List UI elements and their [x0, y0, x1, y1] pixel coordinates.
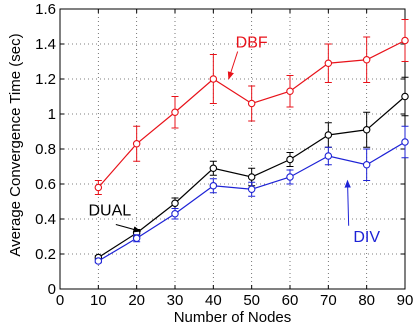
- y-tick-label: 0: [48, 281, 56, 298]
- data-point: [362, 126, 371, 134]
- data-point: [132, 234, 141, 243]
- annotation-dual: DUAL: [88, 203, 131, 220]
- data-point: [171, 210, 179, 218]
- annotations: DBF DUAL DIV: [88, 35, 380, 246]
- y-axis-label: Average Convergence Time (sec): [7, 33, 24, 256]
- annotation-arrow: [115, 224, 142, 233]
- x-tick-label: 90: [397, 292, 414, 309]
- data-point: [209, 75, 218, 83]
- data-point: [362, 55, 371, 64]
- y-tick-label: 1.2: [35, 71, 56, 88]
- x-tick-label: 50: [243, 292, 260, 309]
- data-point: [209, 182, 218, 190]
- x-tick-label: 30: [167, 292, 184, 309]
- series-div: [94, 125, 409, 265]
- data-point: [171, 199, 179, 208]
- x-tick-label: 60: [282, 292, 299, 309]
- data-point: [286, 173, 294, 181]
- y-tick-label: 1.6: [35, 1, 56, 18]
- data-point: [247, 173, 256, 181]
- data-point: [132, 140, 141, 148]
- data-point: [286, 87, 294, 96]
- x-tick-label: 10: [90, 292, 107, 309]
- annotation-dbf: DBF: [236, 35, 268, 52]
- x-tick-label: 0: [56, 292, 64, 309]
- data-point: [362, 161, 371, 169]
- grid-lines: [60, 9, 405, 289]
- data-point: [401, 138, 409, 146]
- data-point: [247, 185, 256, 194]
- data-point: [247, 99, 256, 108]
- data-point: [324, 59, 333, 67]
- x-tick-label: 80: [358, 292, 375, 309]
- data-point: [401, 36, 409, 45]
- data-point: [324, 152, 333, 160]
- data-point: [171, 108, 179, 117]
- annotation-arrow: [227, 51, 239, 80]
- data-point: [286, 155, 294, 164]
- x-tick-label: 40: [205, 292, 222, 309]
- data-point: [324, 131, 333, 139]
- series-layer: [94, 19, 409, 265]
- x-axis-label: Number of Nodes: [174, 309, 292, 326]
- data-point: [94, 183, 103, 192]
- x-tick-label: 20: [128, 292, 145, 309]
- y-tick-label: 1.4: [35, 36, 56, 53]
- y-tick-label: 0.2: [35, 246, 56, 263]
- y-tick-label: 0.4: [35, 211, 56, 228]
- annotation-arrow: [344, 179, 351, 226]
- series-dbf: [94, 19, 409, 195]
- y-tick-label: 1: [48, 106, 56, 123]
- annotation-div: DIV: [353, 229, 380, 246]
- data-point: [209, 164, 218, 173]
- data-point: [94, 257, 103, 265]
- x-tick-label: 70: [320, 292, 337, 309]
- y-tick-label: 0.8: [35, 141, 56, 158]
- axis-ticks: 0 10 20 30 40 50 60 70 80 90 0 0.2 0.4 0.6 0.8 1 1.2 1.4 1…: [35, 1, 413, 309]
- y-tick-label: 0.6: [35, 176, 56, 193]
- data-point: [401, 92, 409, 101]
